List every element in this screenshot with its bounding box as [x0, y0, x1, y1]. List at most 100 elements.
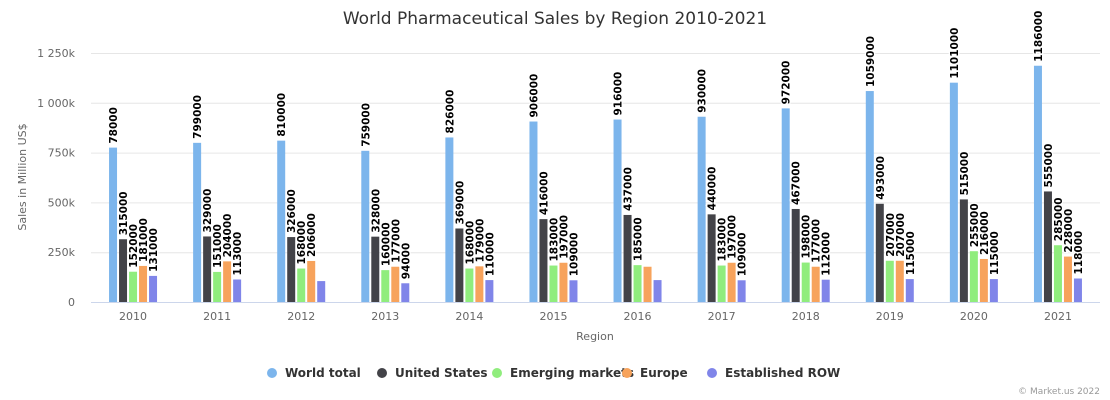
bar-europe-2012[interactable] — [307, 260, 316, 302]
bar-established-row-2011[interactable] — [233, 279, 242, 302]
bar-united-states-2010[interactable] — [119, 239, 128, 302]
bar-united-states-2015[interactable] — [539, 219, 548, 302]
bar-established-row-2021[interactable] — [1073, 278, 1082, 302]
bar-established-row-2014[interactable] — [485, 280, 494, 302]
data-label: 326000 — [286, 189, 298, 233]
bar-world-total-2017[interactable] — [697, 116, 706, 302]
data-label: 285000 — [1053, 197, 1065, 241]
data-label: 183000 — [717, 218, 729, 262]
data-label: 255000 — [969, 203, 981, 247]
bar-world-total-2019[interactable] — [865, 91, 874, 302]
bar-emerging-markets-2011[interactable] — [213, 271, 222, 302]
x-axis-ticks: 2010 2011 2012 2013 2014 2015 2016 2017 2018 2019… — [119, 310, 1072, 323]
bar-united-states-2013[interactable] — [371, 236, 380, 302]
bar-world-total-2012[interactable] — [277, 140, 286, 302]
bar-europe-2014[interactable] — [475, 266, 484, 302]
bar-europe-2020[interactable] — [979, 258, 988, 302]
data-label: 810000 — [276, 93, 288, 137]
bar-emerging-markets-2018[interactable] — [801, 262, 810, 302]
bar-world-total-2018[interactable] — [781, 108, 790, 303]
bar-established-row-2020[interactable] — [989, 279, 998, 302]
bar-united-states-2018[interactable] — [791, 208, 800, 302]
bar-emerging-markets-2020[interactable] — [969, 251, 978, 302]
bar-world-total-2011[interactable] — [193, 142, 202, 302]
bar-emerging-markets-2012[interactable] — [297, 268, 306, 302]
bar-europe-2011[interactable] — [223, 261, 232, 302]
legend-item-world-total[interactable]: World total — [267, 366, 361, 380]
bar-europe-2021[interactable] — [1063, 256, 1072, 302]
data-label: 416000 — [538, 171, 550, 215]
bar-united-states-2019[interactable] — [875, 203, 884, 302]
bar-europe-2013[interactable] — [391, 266, 400, 302]
bar-united-states-2014[interactable] — [455, 228, 464, 302]
bar-emerging-markets-2017[interactable] — [717, 265, 726, 302]
data-label: 181000 — [138, 218, 150, 262]
data-label: 555000 — [1043, 144, 1055, 188]
bar-established-row-2015[interactable] — [569, 280, 578, 302]
bar-europe-2015[interactable] — [559, 262, 568, 302]
legend-item-emerging-markets[interactable]: Emerging markets — [492, 366, 634, 380]
data-label: 109000 — [568, 232, 580, 276]
data-label: 183000 — [548, 218, 560, 262]
credit[interactable]: © Market.us 2022 — [1018, 387, 1100, 397]
data-label: 1101000 — [949, 28, 961, 79]
bar-emerging-markets-2021[interactable] — [1053, 245, 1062, 302]
bar-world-total-2014[interactable] — [445, 137, 454, 302]
legend-label: United States — [395, 366, 488, 380]
bar-established-row-2019[interactable] — [905, 279, 914, 302]
bar-emerging-markets-2013[interactable] — [381, 270, 390, 302]
bar-europe-2010[interactable] — [139, 265, 148, 302]
bar-established-row-2018[interactable] — [821, 279, 830, 302]
data-label: 112000 — [821, 232, 833, 276]
bar-united-states-2020[interactable] — [959, 199, 968, 302]
bar-emerging-markets-2016[interactable] — [633, 265, 642, 302]
x-tick-label: 2017 — [708, 310, 736, 323]
y-tick-label: 250k — [48, 246, 76, 259]
data-label: 151000 — [212, 224, 224, 268]
bar-emerging-markets-2015[interactable] — [549, 265, 558, 302]
bar-united-states-2011[interactable] — [203, 236, 212, 302]
bar-world-total-2010[interactable] — [109, 147, 118, 302]
legend-item-established-row[interactable]: Established ROW — [707, 366, 840, 380]
y-tick-label: 750k — [48, 147, 76, 160]
bar-europe-2018[interactable] — [811, 266, 820, 302]
bar-world-total-2015[interactable] — [529, 121, 538, 302]
bar-united-states-2021[interactable] — [1043, 191, 1052, 302]
data-label: 315000 — [118, 191, 130, 235]
x-tick-label: 2018 — [792, 310, 820, 323]
gridlines — [91, 53, 1100, 254]
bar-world-total-2016[interactable] — [613, 119, 622, 302]
y-tick-label: 1 000k — [37, 97, 75, 110]
bar-world-total-2021[interactable] — [1033, 65, 1042, 302]
bar-europe-2019[interactable] — [895, 260, 904, 302]
bar-established-row-2017[interactable] — [737, 280, 746, 302]
chart-title: World Pharmaceutical Sales by Region 201… — [343, 9, 767, 29]
data-label: 152000 — [128, 224, 140, 268]
legend-item-europe[interactable]: Europe — [622, 366, 688, 380]
bar-established-row-2016[interactable] — [653, 280, 662, 302]
bar-established-row-2012[interactable] — [317, 281, 326, 302]
bar-europe-2016[interactable] — [643, 266, 652, 302]
bar-united-states-2017[interactable] — [707, 214, 716, 302]
data-label: 168000 — [464, 221, 476, 265]
bar-established-row-2013[interactable] — [401, 283, 410, 302]
bar-emerging-markets-2010[interactable] — [129, 271, 138, 302]
bar-world-total-2020[interactable] — [949, 82, 958, 302]
bar-united-states-2016[interactable] — [623, 214, 632, 302]
bar-established-row-2010[interactable] — [149, 275, 158, 302]
y-axis-ticks: 0 250k 500k 750k 1 000k 1 250k — [37, 47, 75, 309]
bar-emerging-markets-2019[interactable] — [885, 260, 894, 302]
bar-emerging-markets-2014[interactable] — [465, 268, 474, 302]
data-label: 131000 — [148, 228, 160, 272]
bar-united-states-2012[interactable] — [287, 237, 296, 302]
legend-item-united-states[interactable]: United States — [377, 366, 488, 380]
data-label: 972000 — [781, 61, 793, 105]
data-label: 113000 — [232, 232, 244, 276]
x-tick-label: 2011 — [203, 310, 231, 323]
bar-world-total-2013[interactable] — [361, 150, 370, 302]
data-label: 437000 — [623, 167, 635, 211]
data-label: 207000 — [895, 213, 907, 257]
bar-europe-2017[interactable] — [727, 262, 736, 302]
data-label: 206000 — [306, 213, 318, 257]
data-label: 185000 — [633, 217, 645, 261]
